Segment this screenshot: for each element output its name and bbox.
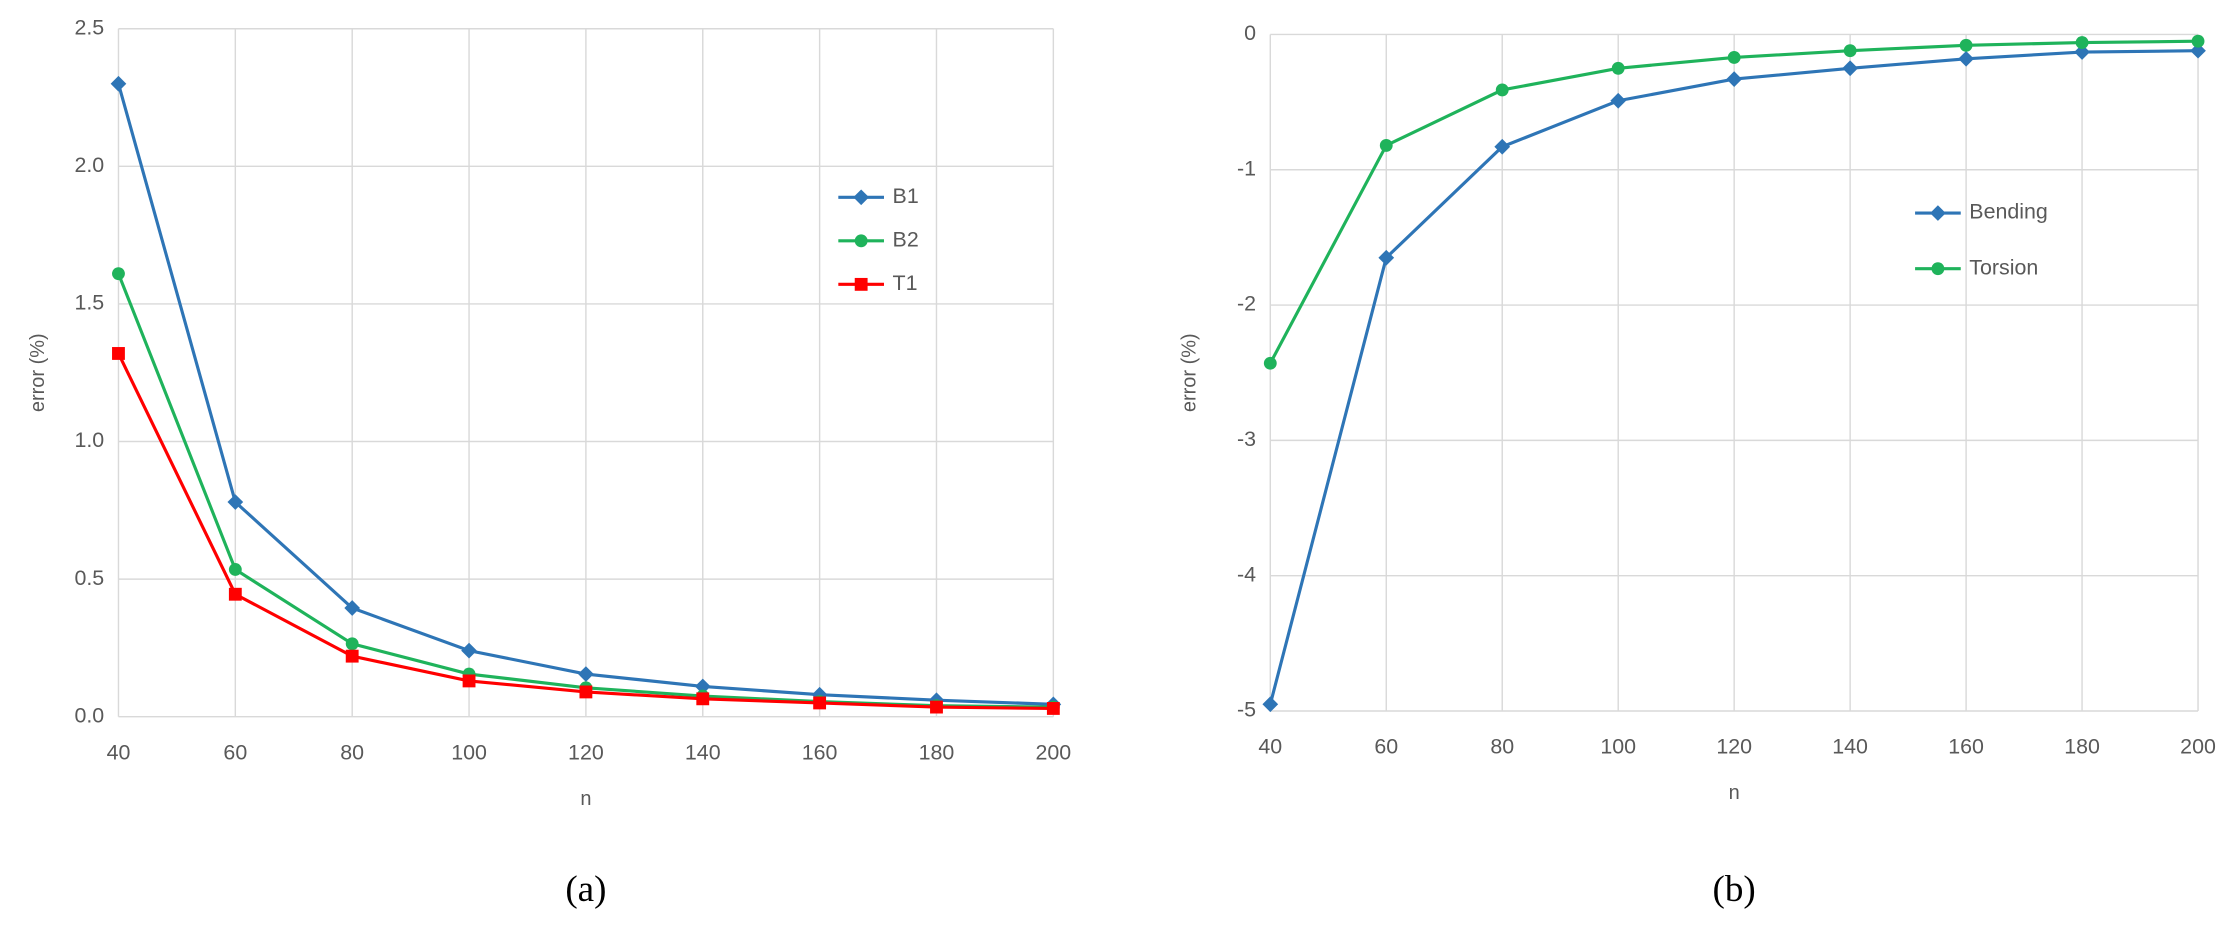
y-tick-label: -3 xyxy=(1237,427,1256,451)
marker xyxy=(2075,36,2089,49)
x-tick-label: 140 xyxy=(1832,735,1868,759)
x-tick-label: 100 xyxy=(451,740,487,764)
marker xyxy=(1494,138,1511,155)
chart: 0.0 0.5 1.0 1.5 2.0 2.5 40 60 80 100 120 140 160 180 2… xyxy=(27,15,1071,909)
y-tick-label: 0.5 xyxy=(74,566,104,590)
x-tick-label: 140 xyxy=(685,740,721,764)
marker xyxy=(1610,92,1627,109)
legend-label: T1 xyxy=(893,271,918,295)
marker xyxy=(1727,51,1741,64)
caption: (a) xyxy=(565,869,606,910)
x-tick-label: 160 xyxy=(802,740,838,764)
y-tick-label: -4 xyxy=(1237,562,1256,586)
legend-label: B1 xyxy=(893,184,919,208)
y-tick-label: 0.0 xyxy=(74,703,104,727)
legend-marker xyxy=(853,189,870,206)
legend-marker xyxy=(854,234,868,248)
marker xyxy=(1611,61,1625,75)
marker xyxy=(1958,50,1974,67)
y-tick-label: -5 xyxy=(1237,698,1256,722)
x-tick-label: 80 xyxy=(340,740,364,764)
marker xyxy=(462,674,476,688)
marker xyxy=(112,347,125,360)
y-tick-label: -2 xyxy=(1237,292,1256,316)
y-tick-label: 1.5 xyxy=(74,291,104,315)
y-tick-label: 0 xyxy=(1244,21,1256,45)
marker xyxy=(930,700,943,714)
chart: -5 -4 -3 -2 -1 0 40 60 80 100 120 140 160 180 200 n erro… xyxy=(1179,21,2216,910)
legend-label: Torsion xyxy=(1969,255,2038,279)
y-axis-title: error (%) xyxy=(1179,333,1201,412)
legend-marker xyxy=(854,277,868,291)
marker xyxy=(1262,696,1279,713)
marker xyxy=(2074,44,2090,60)
y-tick-label: 2.5 xyxy=(74,15,104,39)
marker xyxy=(112,267,125,281)
x-axis-title: n xyxy=(580,788,591,810)
legend-label: B2 xyxy=(893,227,919,251)
marker xyxy=(1726,71,1743,87)
marker xyxy=(110,75,127,92)
x-axis-title: n xyxy=(1729,782,1740,804)
marker xyxy=(228,587,242,601)
marker xyxy=(228,563,242,576)
marker xyxy=(1495,83,1509,97)
marker xyxy=(461,642,477,659)
x-tick-label: 200 xyxy=(2180,735,2216,759)
marker xyxy=(2190,42,2206,59)
legend-marker xyxy=(1931,262,1945,276)
marker xyxy=(579,685,593,699)
marker xyxy=(345,649,359,663)
marker xyxy=(345,637,359,651)
marker xyxy=(1263,356,1277,370)
x-tick-label: 80 xyxy=(1490,735,1514,759)
y-tick-label: 1.0 xyxy=(74,428,104,452)
marker xyxy=(696,692,710,706)
caption: (b) xyxy=(1713,869,1756,910)
marker xyxy=(1046,702,1060,715)
marker xyxy=(2191,34,2205,48)
x-tick-label: 200 xyxy=(1035,740,1071,764)
x-tick-label: 120 xyxy=(568,740,604,764)
marker xyxy=(578,666,594,682)
marker xyxy=(1379,138,1393,152)
x-tick-label: 180 xyxy=(919,740,955,764)
x-tick-label: 40 xyxy=(107,740,131,764)
marker xyxy=(1842,60,1858,77)
legend-label: Bending xyxy=(1969,200,2048,224)
marker xyxy=(1843,44,1857,58)
legend-marker xyxy=(1930,205,1946,221)
x-tick-label: 120 xyxy=(1716,735,1752,759)
x-tick-label: 100 xyxy=(1600,735,1636,759)
x-tick-label: 60 xyxy=(223,740,247,764)
y-axis-title: error (%) xyxy=(27,333,49,412)
marker xyxy=(813,696,827,710)
x-tick-label: 60 xyxy=(1374,735,1398,759)
x-tick-label: 180 xyxy=(2064,735,2100,759)
y-tick-label: 2.0 xyxy=(74,153,104,177)
y-tick-label: -1 xyxy=(1237,156,1256,180)
x-tick-label: 160 xyxy=(1948,735,1984,759)
x-tick-label: 40 xyxy=(1258,735,1282,759)
marker xyxy=(1959,38,1973,52)
